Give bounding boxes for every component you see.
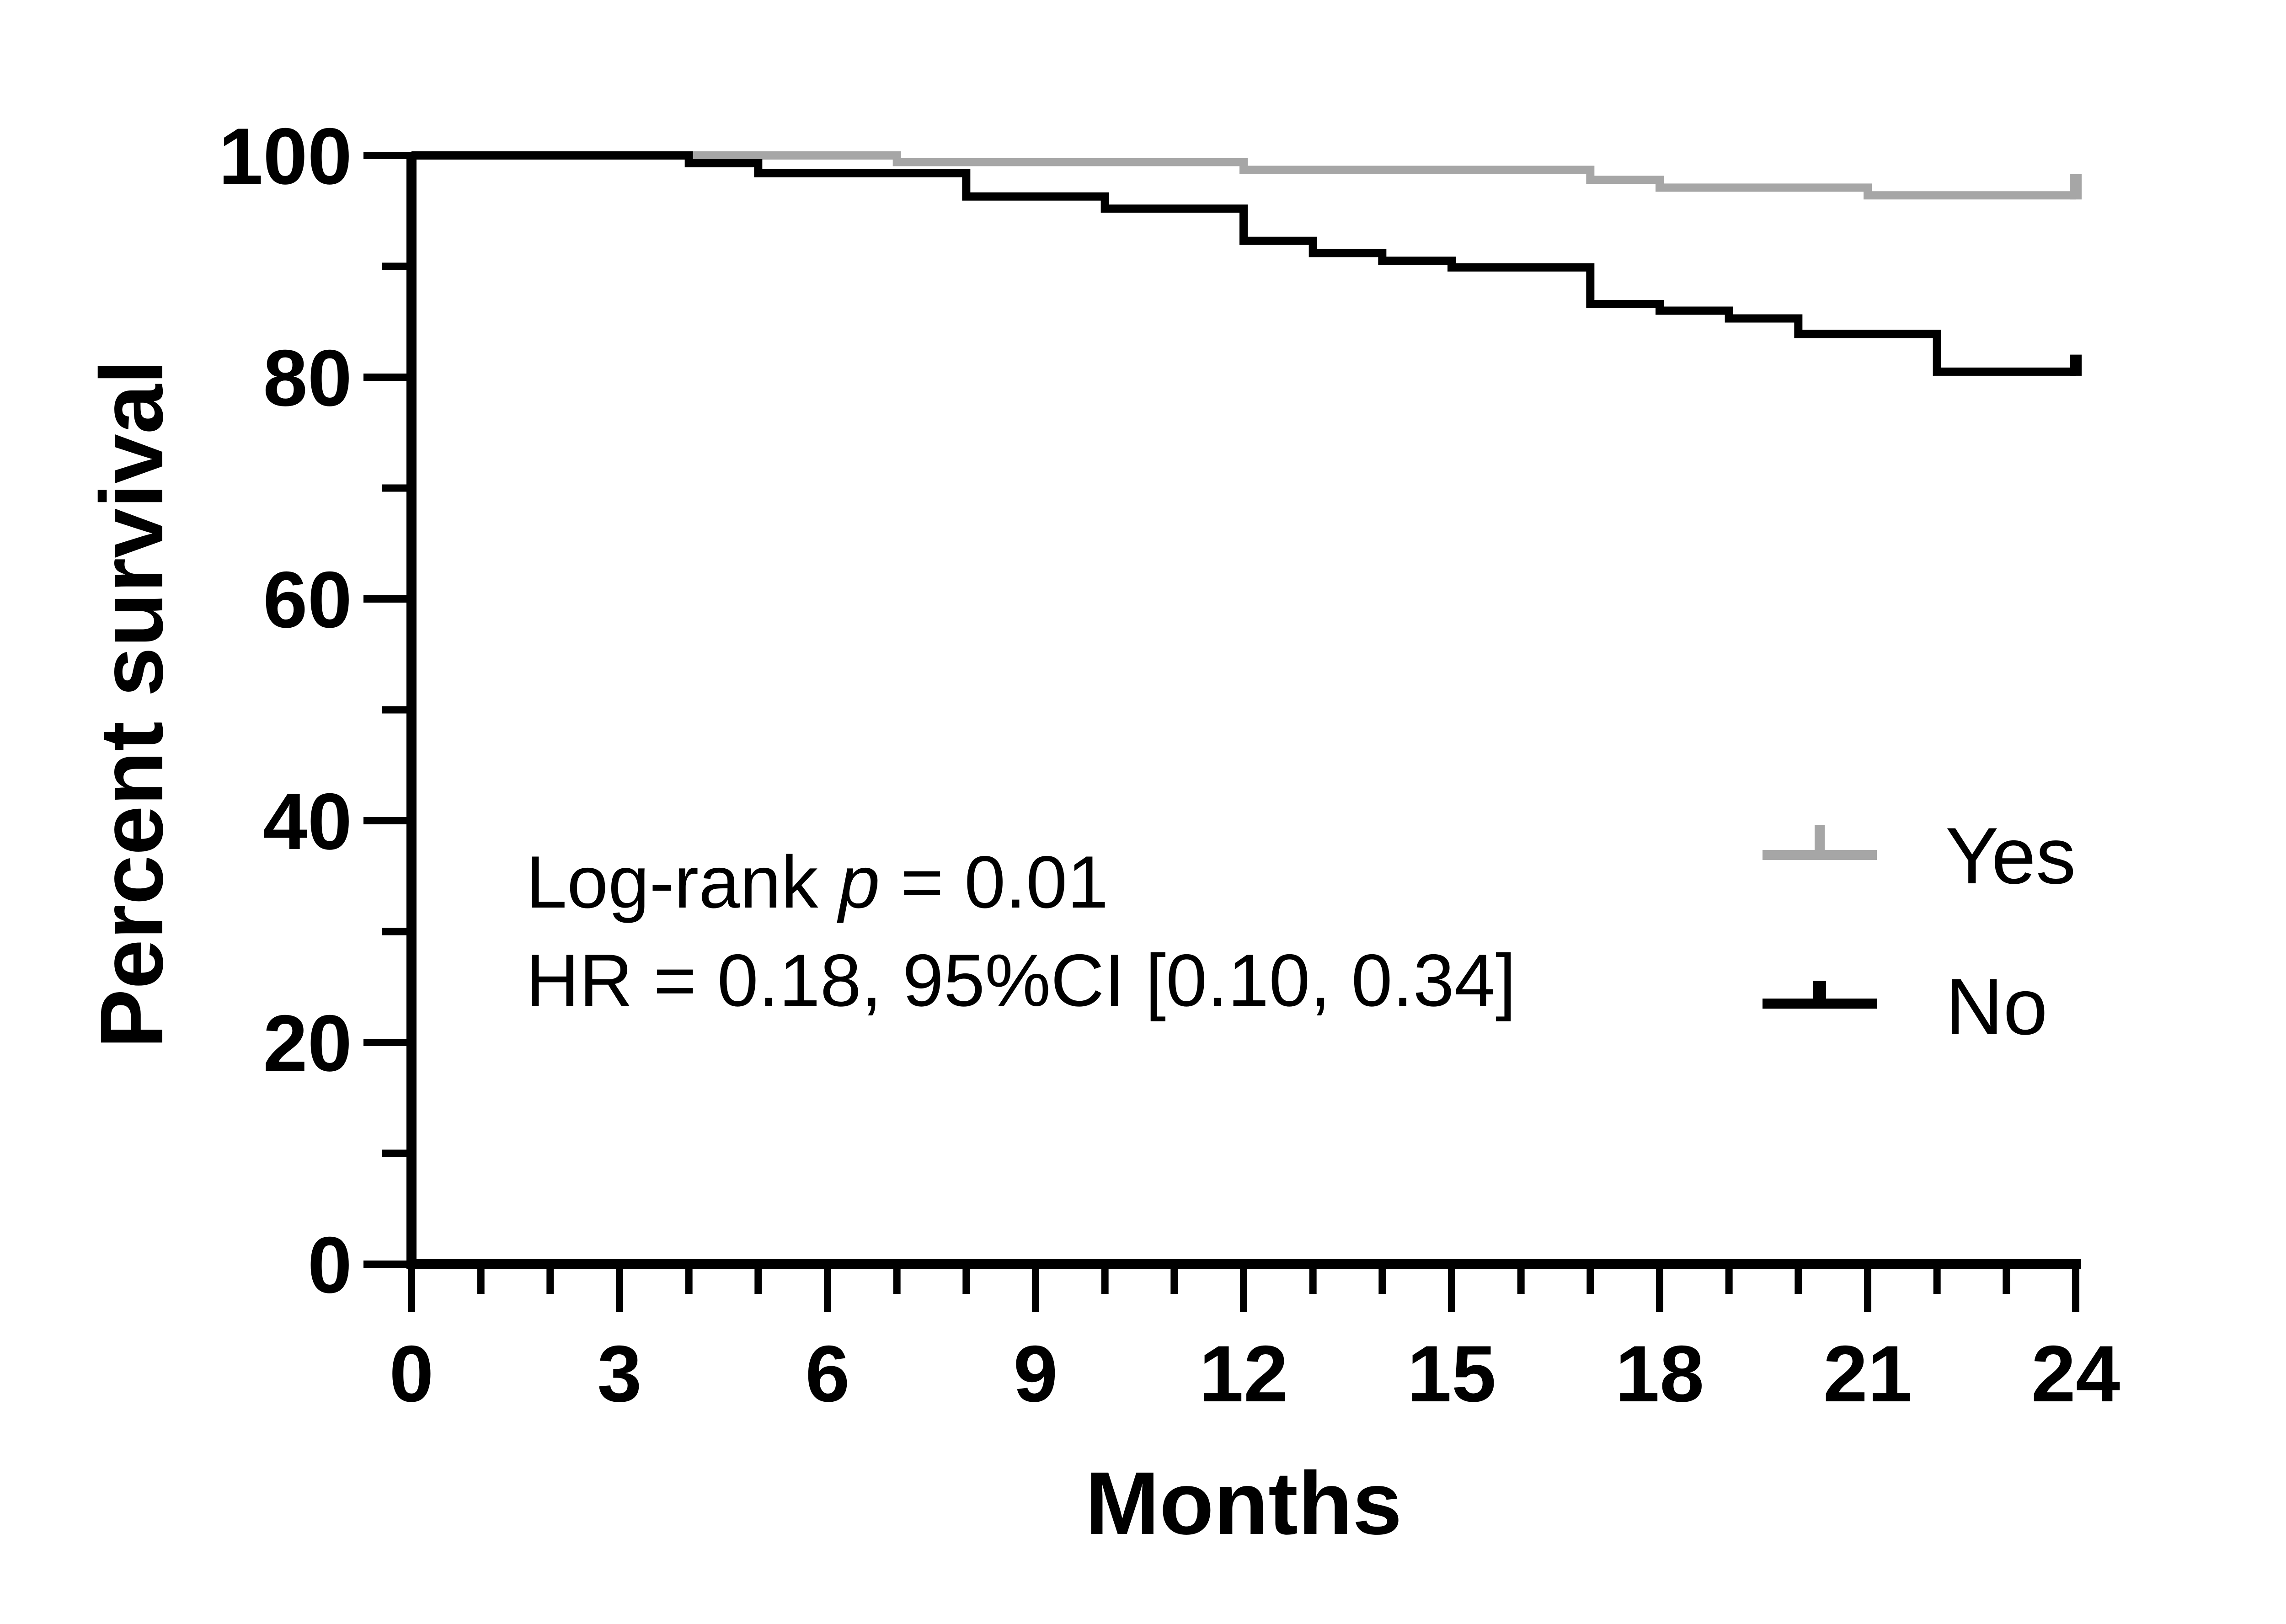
y-tick-label: 60 [263, 556, 352, 645]
y-tick-label: 100 [219, 112, 352, 201]
series-layer [411, 151, 2082, 376]
logrank-prefix: Log-rank [526, 841, 839, 924]
x-tick-label: 12 [1199, 1330, 1288, 1419]
x-tick-label: 24 [2031, 1330, 2120, 1419]
legend: Yes No [1763, 812, 2076, 1052]
x-tick-label: 9 [1013, 1330, 1058, 1419]
series-line-yes [411, 151, 2076, 200]
y-tick-label: 80 [263, 334, 352, 423]
x-tick-label: 6 [805, 1330, 849, 1419]
x-tick-label: 15 [1407, 1330, 1496, 1419]
logrank-p: p [836, 841, 880, 924]
series-line-no [411, 151, 2076, 376]
x-tick-label: 3 [597, 1330, 641, 1419]
x-tick-label: 18 [1615, 1330, 1704, 1419]
axes: 0 20 40 60 80 100 0 3 6 9 12 15 18 21 24 [219, 112, 2120, 1419]
y-tick-label: 0 [308, 1221, 352, 1310]
y-tick-label: 40 [263, 777, 352, 866]
logrank-value: = 0.01 [880, 841, 1109, 924]
legend-label-yes: Yes [1945, 812, 2076, 901]
x-axis-title: Months [1085, 1453, 1402, 1553]
legend-censor-no [1813, 981, 1826, 1004]
x-tick-label: 21 [1823, 1330, 1912, 1419]
logrank-annotation: Log-rank p = 0.01 [526, 841, 1108, 924]
hr-annotation: HR = 0.18, 95%CI [0.10, 0.34] [526, 939, 1516, 1022]
legend-label-no: No [1945, 962, 2048, 1052]
x-tick-label: 0 [389, 1330, 433, 1419]
y-axis-title: Percent survival [82, 360, 182, 1049]
y-tick-label: 20 [263, 999, 352, 1088]
